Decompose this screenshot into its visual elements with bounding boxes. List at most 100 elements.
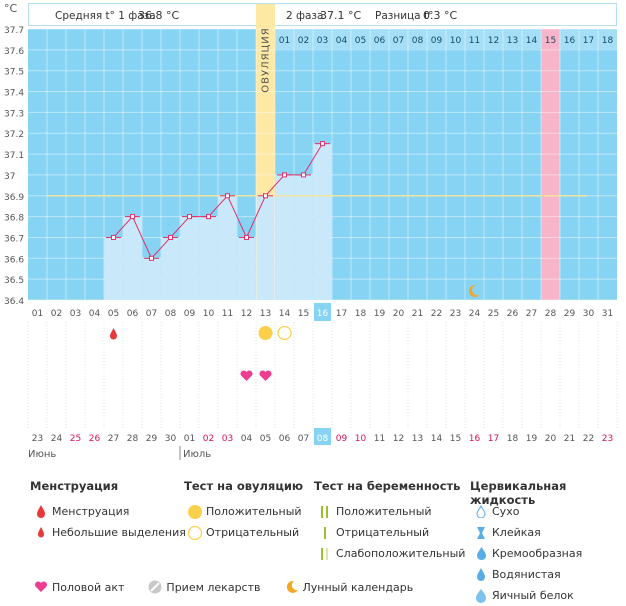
legend-title: Тест на овуляцию (184, 479, 304, 493)
expected-period-band (541, 29, 560, 300)
y-axis: 37.7 37.6 37.5 37.4 37.3 37.2 37.1 37 36.9 36.8 36… (4, 26, 24, 307)
dry-drop-icon (470, 505, 492, 518)
temperature-point (206, 214, 211, 220)
y-tick-label: 36.4 (4, 297, 24, 307)
temperature-point (282, 172, 287, 178)
cycle-day-label: 14 (279, 309, 291, 319)
phase1-value: 36.8 °C (138, 9, 179, 22)
legend-item: Прием лекарств (144, 578, 261, 596)
legend-item: Водянистая (470, 564, 626, 585)
ovulation-negative-icon (184, 525, 206, 541)
cycle-day-label: 04 (89, 309, 101, 319)
cycle-day-label: 25 (488, 309, 499, 319)
y-tick-label: 36.5 (4, 276, 24, 286)
legend-label: Лунный календарь (302, 580, 414, 594)
calendar-date-label: 21 (564, 434, 575, 444)
legend-title: Цервикальная жидкость (470, 479, 567, 507)
phase2-day-label: 05 (355, 36, 366, 46)
calendar-date-label: 26 (89, 434, 101, 444)
temperature-point (130, 214, 135, 220)
cycle-day-label: 26 (507, 309, 519, 319)
phase2-day-label: 09 (431, 36, 443, 46)
cycle-day-label: 07 (146, 309, 157, 319)
calendar-date-label: 16 (469, 434, 481, 444)
temperature-point (225, 193, 230, 199)
temperature-point (168, 234, 173, 240)
y-tick-label: 37.6 (4, 47, 24, 57)
legend-ovulation-test: Тест на овуляцию Положительный Отрицател… (184, 479, 303, 543)
menstruation-drop-icon (110, 328, 117, 340)
current-date-highlight (314, 428, 331, 445)
y-tick-label: 37.7 (4, 26, 24, 36)
moon-icon (281, 580, 303, 594)
legend-cervical: Цервикальная жидкость Сухо Клейкая Кремо… (470, 479, 626, 606)
legend-item: Клейкая (470, 522, 626, 543)
current-day-highlight (314, 303, 331, 321)
calendar-date-label: 27 (108, 434, 119, 444)
cycle-day-label: 23 (450, 309, 461, 319)
legend-label: Отрицательный (336, 526, 430, 539)
phase2-day-label: 16 (564, 36, 576, 46)
temperature-bar (218, 195, 237, 300)
diff-label: Разница t° (375, 10, 433, 22)
temperature-point (111, 234, 116, 240)
phase2-day-label: 08 (412, 36, 424, 46)
legend-label: Менструация (52, 505, 130, 518)
cycle-day-label: 10 (203, 309, 215, 319)
cycle-day-label: 27 (526, 309, 537, 319)
ovulation-test-positive-icon (258, 326, 273, 340)
month-labels: Июнь Июль (28, 446, 211, 460)
phase2-day-label: 02 (298, 36, 309, 46)
y-tick-label: 36.9 (4, 193, 24, 203)
calendar-date-label: 06 (279, 434, 291, 444)
phase2-day-label: 18 (602, 36, 614, 46)
legend-label: Кремообразная (492, 547, 583, 560)
phase2-day-label: 13 (507, 36, 518, 46)
month-label: Июль (183, 449, 211, 460)
calendar-date-axis: 23 24 25 26 27 28 29 30 01 02 03 04 05 06 07 08 09 10 11 12… (32, 428, 613, 445)
cycle-day-label: 15 (298, 309, 309, 319)
cycle-day-label: 09 (184, 309, 196, 319)
calendar-date-label: 01 (184, 434, 195, 444)
calendar-date-label: 13 (412, 434, 423, 444)
legend-label: Небольшие выделения (52, 526, 186, 539)
heart-icon (240, 370, 253, 381)
legend-label: Водянистая (492, 568, 561, 581)
cycle-day-label: 29 (564, 309, 576, 319)
phase2-day-label: 07 (393, 36, 404, 46)
legend-item: Небольшие выделения (30, 522, 186, 543)
cycle-day-axis: 01 02 03 04 05 06 07 08 09 10 11 12 13 14 15 16 17 18 19 20… (32, 303, 613, 321)
legend-title: Менструация (30, 479, 119, 493)
events-grid (27, 322, 618, 428)
calendar-date-label: 20 (545, 434, 557, 444)
sticky-icon (470, 526, 492, 539)
y-tick-label: 36.7 (4, 234, 24, 244)
cycle-day-label: 17 (336, 309, 347, 319)
calendar-date-label: 14 (431, 434, 443, 444)
pregnancy-positive-icon (314, 505, 336, 518)
phase2-label: 2 фаза (286, 10, 323, 22)
legend-item: Слабоположительный (314, 543, 465, 564)
legend-label: Сухо (492, 505, 520, 518)
calendar-date-label: 08 (317, 434, 329, 444)
cycle-day-label: 06 (127, 309, 139, 319)
cycle-day-label: 21 (412, 309, 423, 319)
legend-menstruation: Менструация Менструация Небольшие выделе… (30, 479, 186, 543)
legend-label: Слабоположительный (336, 547, 466, 560)
drop-large-icon (30, 505, 52, 518)
temperature-point (301, 172, 306, 178)
temperature-point (149, 255, 154, 261)
y-tick-label: 37.4 (4, 89, 24, 99)
cycle-day-label: 16 (317, 309, 329, 319)
cycle-day-label: 24 (469, 309, 481, 319)
phase2-day-label: 14 (526, 36, 538, 46)
legend-label: Клейкая (492, 526, 541, 539)
y-tick-label: 37 (4, 172, 15, 182)
legend-item: Лунный календарь (281, 578, 414, 596)
cycle-day-label: 05 (108, 309, 119, 319)
legend-label: Положительный (206, 505, 302, 518)
temperature-point (187, 214, 192, 220)
calendar-date-label: 29 (146, 434, 158, 444)
cycle-day-label: 03 (70, 309, 81, 319)
calendar-date-label: 18 (507, 434, 519, 444)
